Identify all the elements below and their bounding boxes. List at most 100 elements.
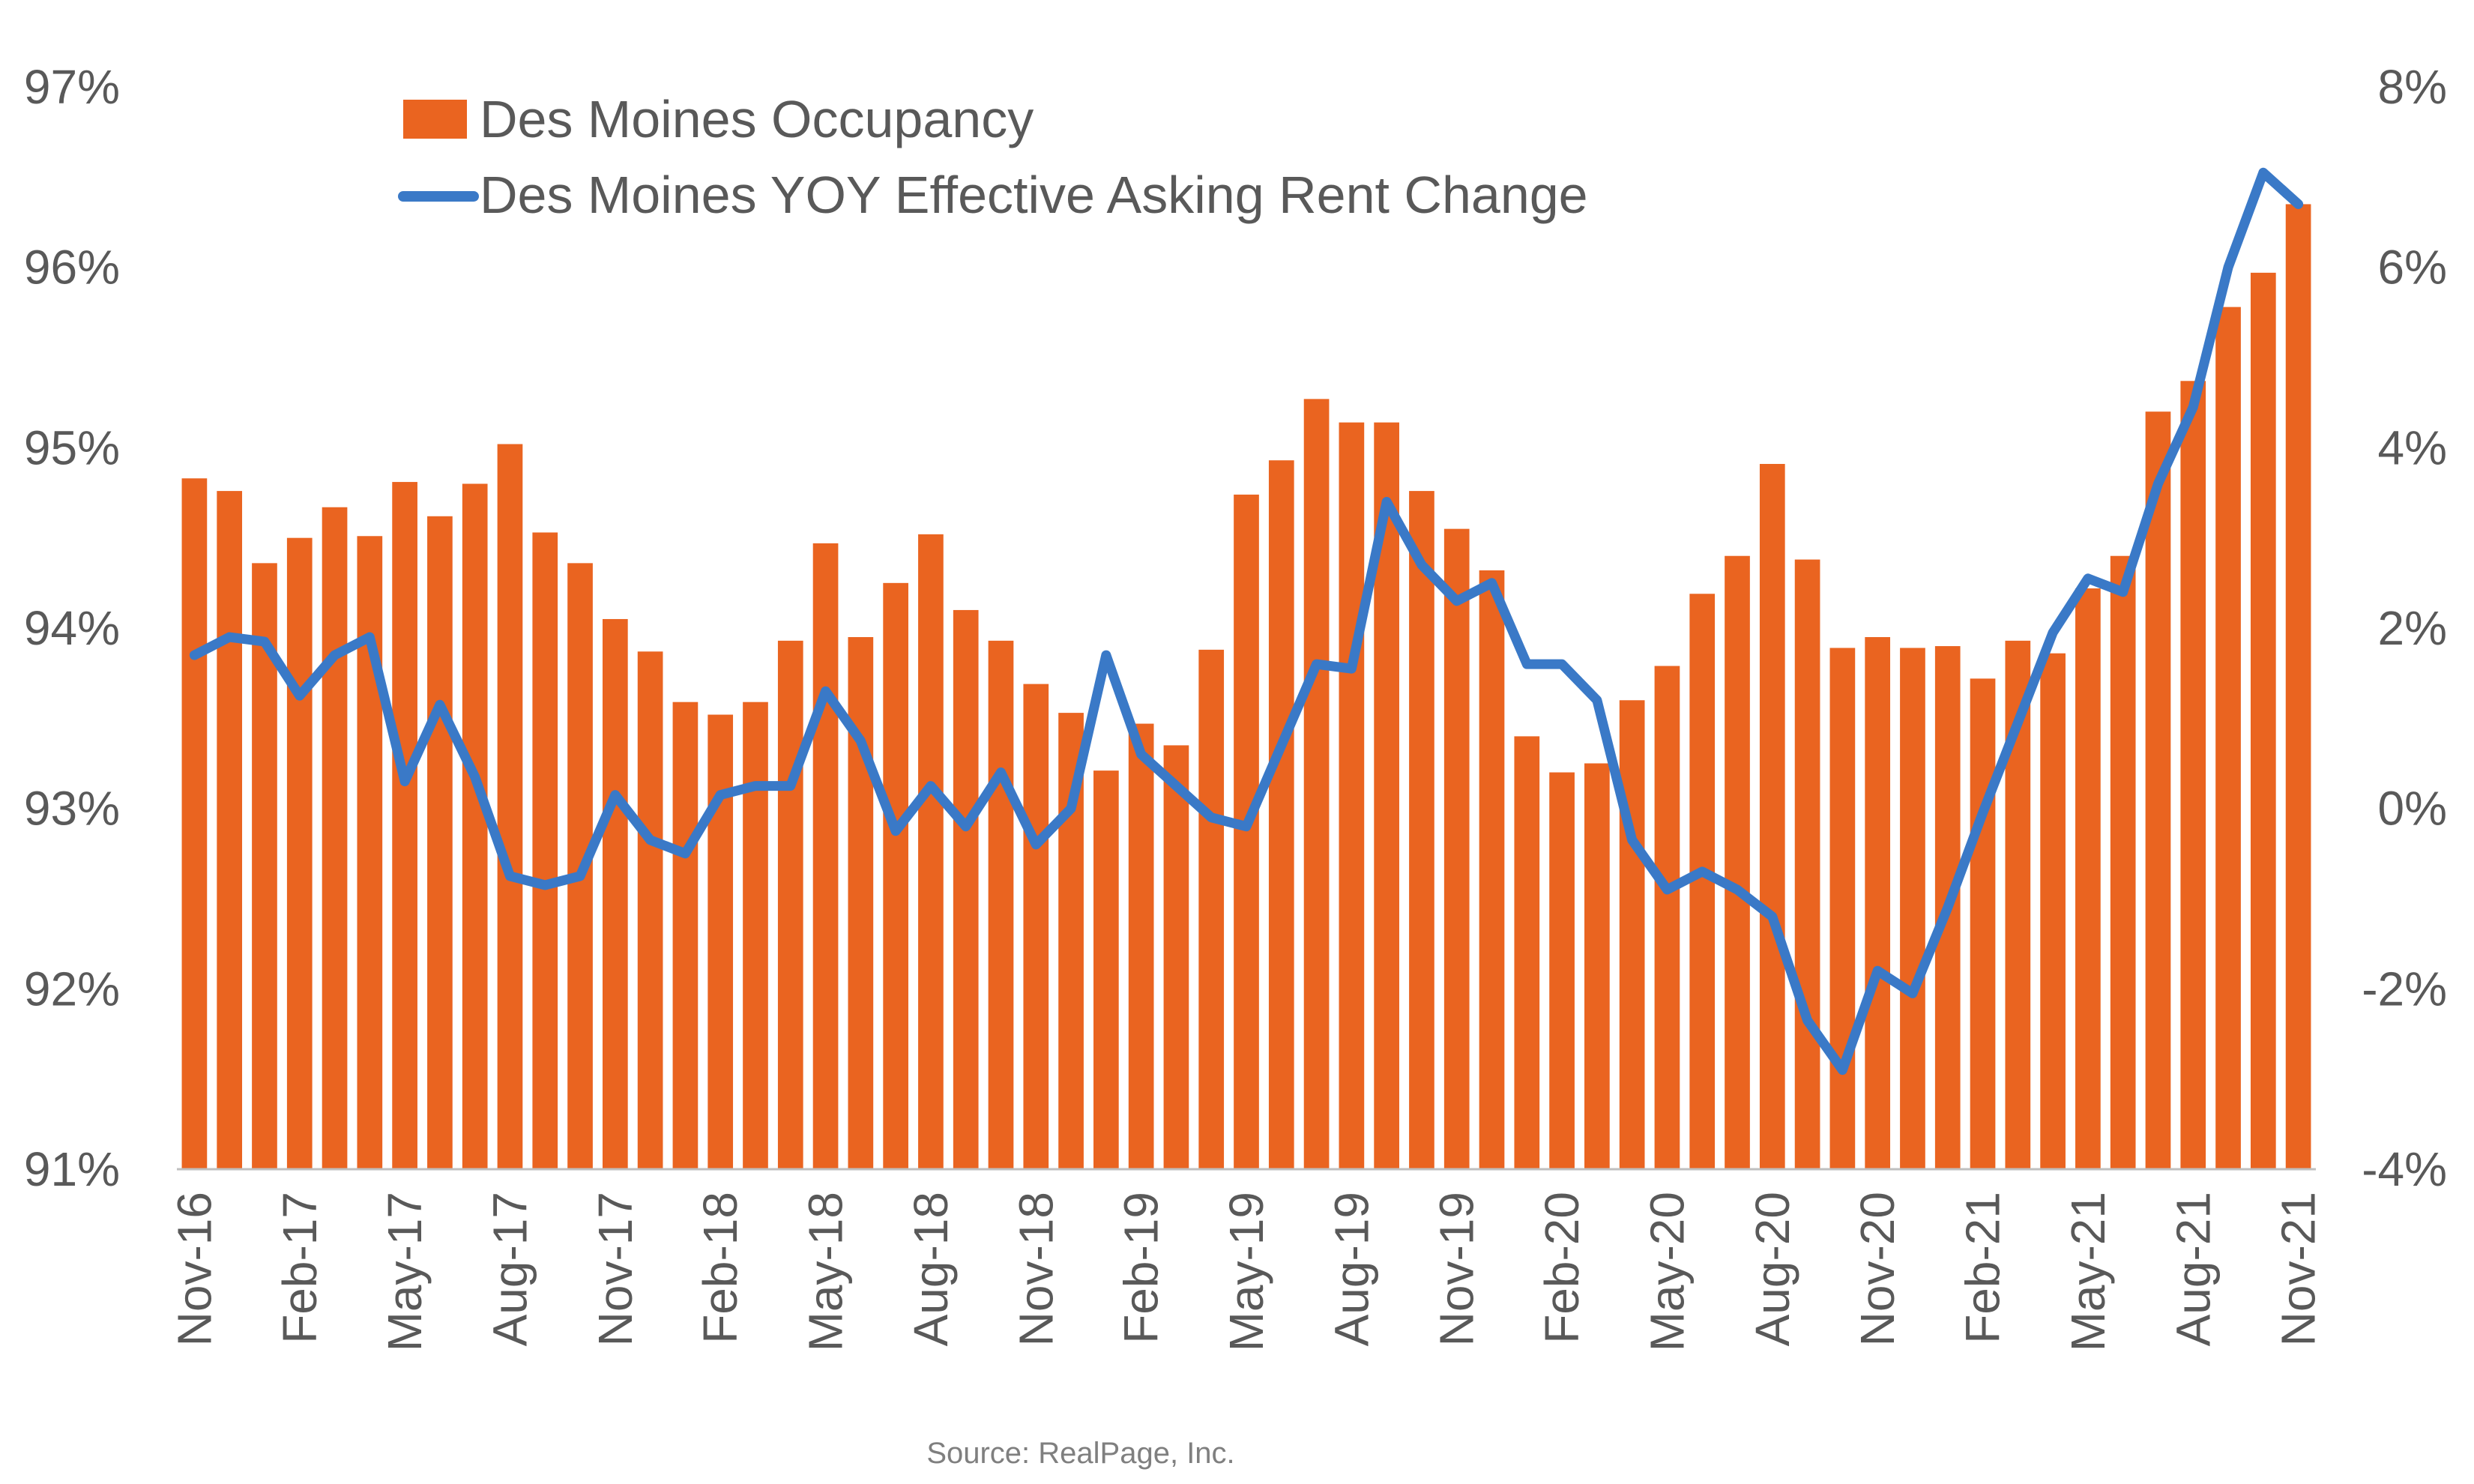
- occupancy-bar: [848, 637, 874, 1169]
- occupancy-bar: [2040, 653, 2066, 1169]
- occupancy-bar: [2250, 272, 2276, 1169]
- x-tick-label: Aug-17: [483, 1192, 537, 1346]
- left-tick-label: 97%: [24, 60, 120, 114]
- occupancy-bar: [1829, 648, 1856, 1169]
- x-axis-ticks: Nov-16 Feb-17 May-17 Aug-17 Nov-17 Feb-18 May-…: [167, 1192, 2325, 1351]
- x-tick-label: May-20: [1640, 1192, 1694, 1351]
- x-tick-label: Aug-21: [2166, 1192, 2220, 1346]
- left-tick-label: 95%: [24, 420, 120, 474]
- occupancy-bar: [357, 536, 383, 1169]
- occupancy-bar: [953, 609, 979, 1169]
- x-tick-label: Feb-19: [1114, 1192, 1168, 1344]
- x-tick-label: May-21: [2061, 1192, 2115, 1351]
- occupancy-bar: [1900, 648, 1925, 1169]
- occupancy-bar: [1198, 649, 1225, 1169]
- left-tick-label: 91%: [24, 1142, 120, 1196]
- x-tick-label: Nov-17: [588, 1192, 642, 1346]
- source-note: Source: RealPage, Inc.: [926, 1437, 1234, 1470]
- rent-change-line: [189, 167, 2304, 1076]
- x-tick-label: Aug-20: [1746, 1192, 1799, 1346]
- occupancy-bar: [2215, 307, 2241, 1169]
- occupancy-bar: [777, 640, 803, 1169]
- occupancy-bar: [1234, 494, 1259, 1169]
- occupancy-bar: [427, 516, 453, 1169]
- occupancy-bar: [1128, 723, 1154, 1169]
- occupancy-bar: [812, 543, 839, 1169]
- occupancy-bar: [1023, 684, 1049, 1169]
- left-tick-label: 94%: [24, 601, 120, 655]
- right-tick-label: 8%: [2378, 60, 2448, 114]
- occupancy-bar: [1725, 555, 1750, 1169]
- occupancy-bar: [1339, 422, 1365, 1169]
- occupancy-bar: [1865, 637, 1891, 1169]
- occupancy-bar: [1549, 772, 1575, 1169]
- right-tick-label: 2%: [2378, 601, 2448, 655]
- x-tick-label: May-17: [378, 1192, 432, 1351]
- occupancy-bar: [286, 537, 313, 1169]
- x-tick-label: Feb-21: [1956, 1192, 2010, 1344]
- right-tick-label: 0%: [2378, 782, 2448, 836]
- x-tick-label: Aug-19: [1324, 1192, 1378, 1346]
- legend-rent-label: Des Moines YOY Effective Asking Rent Cha…: [480, 166, 1588, 224]
- occupancy-bar: [2075, 588, 2101, 1169]
- occupancy-bar: [988, 640, 1014, 1169]
- occupancy-bar: [2145, 411, 2171, 1169]
- occupancy-bar: [497, 444, 523, 1169]
- occupancy-bar: [1970, 678, 1996, 1169]
- x-tick-label: Nov-20: [1850, 1192, 1904, 1346]
- left-tick-label: 93%: [24, 782, 120, 836]
- occupancy-bar: [462, 483, 488, 1169]
- occupancy-bar: [602, 618, 628, 1169]
- occupancy-bar: [217, 491, 243, 1169]
- occupancy-bars: [181, 204, 2311, 1170]
- occupancy-bar: [1163, 745, 1189, 1169]
- occupancy-bar: [2110, 555, 2136, 1169]
- occupancy-bar: [1689, 594, 1716, 1169]
- occupancy-bar: [1654, 666, 1680, 1169]
- occupancy-bar: [1443, 528, 1470, 1169]
- left-axis-ticks: 91% 92% 93% 94% 95% 96% 97%: [24, 60, 120, 1196]
- occupancy-bar: [181, 478, 208, 1169]
- legend-occupancy-label: Des Moines Occupancy: [480, 90, 1034, 148]
- occupancy-bar: [883, 582, 908, 1169]
- legend: Des Moines Occupancy Des Moines YOY Effe…: [398, 90, 1588, 224]
- occupancy-bar: [2180, 381, 2206, 1169]
- x-tick-label: Nov-19: [1430, 1192, 1484, 1346]
- occupancy-bar: [1514, 736, 1540, 1169]
- right-axis-ticks: -4% -2% 0% 2% 4% 6% 8%: [2362, 60, 2447, 1196]
- x-tick-label: May-18: [799, 1192, 853, 1351]
- left-tick-label: 96%: [24, 241, 120, 295]
- occupancy-bar: [532, 532, 558, 1169]
- occupancy-bar: [672, 702, 699, 1169]
- occupancy-bar: [743, 702, 768, 1169]
- occupancy-bar: [1794, 559, 1820, 1169]
- occupancy-bar: [707, 714, 734, 1169]
- occupancy-bar: [1479, 570, 1505, 1169]
- x-tick-label: Aug-18: [904, 1192, 958, 1346]
- right-tick-label: -4%: [2362, 1142, 2447, 1196]
- occupancy-bar: [392, 482, 417, 1169]
- occupancy-bar: [1093, 770, 1119, 1169]
- occupancy-bar: [1584, 763, 1610, 1169]
- occupancy-bar: [1409, 491, 1434, 1169]
- x-tick-label: Feb-18: [693, 1192, 747, 1344]
- occupancy-bar: [918, 534, 944, 1169]
- x-tick-label: Nov-21: [2272, 1192, 2326, 1346]
- right-tick-label: 6%: [2378, 241, 2448, 295]
- x-tick-label: Feb-20: [1535, 1192, 1589, 1344]
- occupancy-bar: [1303, 399, 1330, 1169]
- x-tick-label: May-19: [1219, 1192, 1273, 1351]
- left-tick-label: 92%: [24, 962, 120, 1016]
- occupancy-bar: [322, 507, 348, 1169]
- x-tick-label: Nov-18: [1009, 1192, 1063, 1346]
- right-tick-label: -2%: [2362, 962, 2447, 1016]
- occupancy-bar: [637, 651, 663, 1169]
- legend-occupancy-swatch: [403, 100, 467, 139]
- occupancy-bar: [252, 563, 277, 1169]
- occupancy-bar: [1619, 700, 1645, 1169]
- right-tick-label: 4%: [2378, 420, 2448, 474]
- x-tick-label: Feb-17: [273, 1192, 327, 1344]
- occupancy-bar: [2285, 204, 2311, 1170]
- occupancy-bar: [1759, 463, 1785, 1169]
